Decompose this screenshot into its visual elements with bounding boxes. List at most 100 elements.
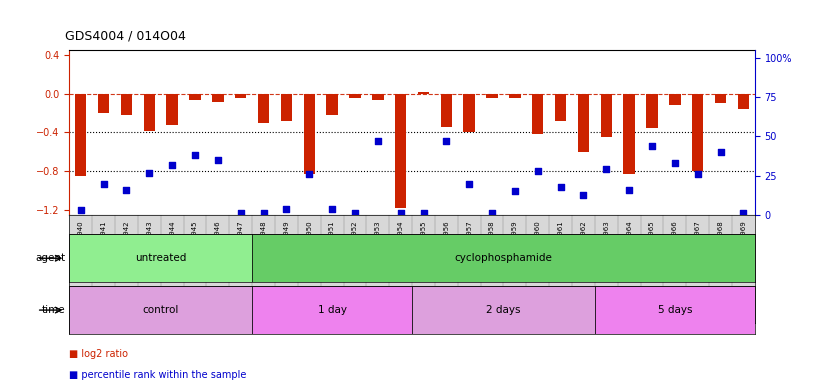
Bar: [326, 94, 338, 115]
Bar: [121, 94, 132, 115]
Bar: [189, 94, 201, 101]
Bar: [595, 286, 755, 334]
Point: [120, 187, 133, 193]
Text: GSM677945: GSM677945: [192, 220, 198, 263]
Text: GSM677963: GSM677963: [603, 220, 610, 263]
Bar: [69, 286, 252, 334]
Point: [280, 206, 293, 212]
Point: [97, 180, 110, 187]
Bar: [75, 94, 86, 176]
Bar: [738, 94, 749, 109]
Text: GSM677941: GSM677941: [100, 220, 107, 263]
Bar: [623, 94, 635, 174]
Point: [166, 162, 179, 168]
Bar: [98, 94, 109, 113]
Point: [463, 180, 476, 187]
Bar: [669, 94, 681, 105]
Text: GSM677955: GSM677955: [420, 220, 427, 263]
Point: [303, 171, 316, 177]
Point: [554, 184, 567, 190]
Text: GSM677967: GSM677967: [694, 220, 701, 263]
Text: GSM677964: GSM677964: [626, 220, 632, 263]
Point: [645, 143, 659, 149]
Text: GSM677951: GSM677951: [329, 220, 335, 263]
Bar: [715, 94, 726, 103]
Point: [440, 138, 453, 144]
Text: agent: agent: [35, 253, 65, 263]
Bar: [646, 94, 658, 127]
Point: [143, 169, 156, 175]
Point: [508, 189, 521, 195]
Bar: [69, 234, 252, 282]
Text: GSM677960: GSM677960: [534, 220, 541, 263]
Bar: [252, 234, 755, 282]
Point: [417, 210, 430, 217]
Text: GSM677956: GSM677956: [443, 220, 450, 263]
Text: ■ percentile rank within the sample: ■ percentile rank within the sample: [69, 370, 246, 380]
Text: GSM677966: GSM677966: [672, 220, 678, 263]
Text: GSM677948: GSM677948: [260, 220, 267, 263]
Point: [531, 168, 544, 174]
Bar: [258, 94, 269, 123]
Text: cyclophosphamide: cyclophosphamide: [455, 253, 552, 263]
Bar: [304, 94, 315, 174]
Point: [737, 210, 750, 217]
Point: [234, 210, 247, 217]
Point: [691, 171, 704, 177]
Bar: [532, 94, 543, 134]
Point: [326, 206, 339, 212]
Point: [257, 210, 270, 217]
Text: GSM677965: GSM677965: [649, 220, 655, 263]
Text: 2 days: 2 days: [486, 305, 521, 315]
Bar: [252, 286, 412, 334]
Bar: [692, 94, 703, 171]
Text: 5 days: 5 days: [658, 305, 692, 315]
Point: [394, 210, 407, 217]
Text: GSM677962: GSM677962: [580, 220, 587, 263]
Text: GSM677940: GSM677940: [78, 220, 84, 263]
Text: GSM677953: GSM677953: [375, 220, 381, 263]
Bar: [281, 94, 292, 121]
Text: untreated: untreated: [135, 253, 186, 263]
Bar: [509, 94, 521, 98]
Point: [577, 192, 590, 198]
Bar: [463, 94, 475, 132]
Bar: [418, 92, 429, 94]
Text: GSM677968: GSM677968: [717, 220, 724, 263]
Text: GSM677961: GSM677961: [557, 220, 564, 263]
Bar: [144, 94, 155, 131]
Bar: [372, 94, 384, 101]
Bar: [212, 94, 224, 103]
Bar: [412, 286, 595, 334]
Point: [74, 207, 87, 214]
Point: [211, 157, 224, 163]
Text: GSM677969: GSM677969: [740, 220, 747, 263]
Bar: [235, 94, 246, 98]
Bar: [555, 94, 566, 121]
Text: GSM677958: GSM677958: [489, 220, 495, 263]
Text: GSM677952: GSM677952: [352, 220, 358, 263]
Text: GSM677947: GSM677947: [237, 220, 244, 263]
Bar: [601, 94, 612, 137]
Text: GSM677944: GSM677944: [169, 220, 175, 263]
Text: GSM677957: GSM677957: [466, 220, 472, 263]
Point: [371, 138, 384, 144]
Bar: [166, 94, 178, 125]
Text: control: control: [143, 305, 179, 315]
Bar: [441, 94, 452, 127]
Point: [188, 152, 202, 158]
Text: GSM677954: GSM677954: [397, 220, 404, 263]
Bar: [349, 94, 361, 98]
Text: GSM677950: GSM677950: [306, 220, 313, 263]
Text: time: time: [42, 305, 65, 315]
Text: GSM677959: GSM677959: [512, 220, 518, 263]
Point: [623, 187, 636, 193]
Text: GDS4004 / 014O04: GDS4004 / 014O04: [65, 29, 186, 42]
Bar: [578, 94, 589, 152]
Bar: [395, 94, 406, 208]
Point: [668, 160, 681, 166]
Bar: [486, 94, 498, 98]
Text: GSM677949: GSM677949: [283, 220, 290, 263]
Text: GSM677946: GSM677946: [215, 220, 221, 263]
Point: [600, 166, 613, 172]
